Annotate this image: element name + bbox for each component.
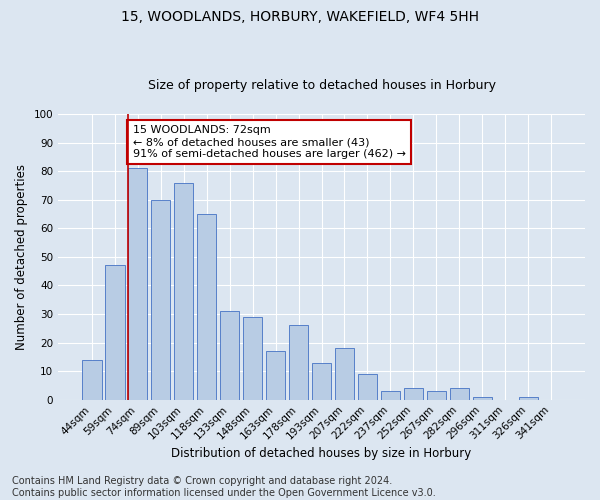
Bar <box>518 397 538 400</box>
Bar <box>243 317 262 400</box>
Bar <box>335 348 354 400</box>
Title: Size of property relative to detached houses in Horbury: Size of property relative to detached ho… <box>148 79 496 92</box>
Bar <box>473 397 492 400</box>
Bar <box>197 214 217 400</box>
Bar <box>312 362 331 400</box>
Bar <box>174 182 193 400</box>
Bar <box>358 374 377 400</box>
Bar <box>427 391 446 400</box>
Bar <box>82 360 101 400</box>
Bar <box>404 388 423 400</box>
Bar <box>151 200 170 400</box>
Bar <box>266 351 286 400</box>
Bar <box>449 388 469 400</box>
Bar <box>128 168 148 400</box>
Text: 15, WOODLANDS, HORBURY, WAKEFIELD, WF4 5HH: 15, WOODLANDS, HORBURY, WAKEFIELD, WF4 5… <box>121 10 479 24</box>
Bar <box>289 326 308 400</box>
X-axis label: Distribution of detached houses by size in Horbury: Distribution of detached houses by size … <box>172 447 472 460</box>
Text: Contains HM Land Registry data © Crown copyright and database right 2024.
Contai: Contains HM Land Registry data © Crown c… <box>12 476 436 498</box>
Text: 15 WOODLANDS: 72sqm
← 8% of detached houses are smaller (43)
91% of semi-detache: 15 WOODLANDS: 72sqm ← 8% of detached hou… <box>133 126 406 158</box>
Bar <box>105 266 125 400</box>
Bar <box>220 311 239 400</box>
Y-axis label: Number of detached properties: Number of detached properties <box>15 164 28 350</box>
Bar <box>380 391 400 400</box>
